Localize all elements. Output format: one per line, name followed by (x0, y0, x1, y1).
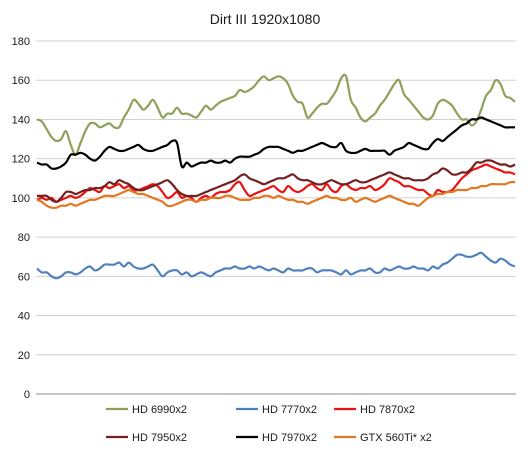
legend-label: HD 7870x2 (360, 404, 415, 416)
chart-title: Dirt III 1920x1080 (210, 11, 321, 27)
y-tick-label: 140 (12, 114, 30, 126)
series-line-5 (36, 180, 516, 210)
y-tick-label: 20 (18, 350, 30, 362)
legend-label: HD 7970x2 (262, 432, 317, 444)
series-lines (36, 73, 516, 280)
y-tick-label: 0 (24, 389, 30, 401)
y-tick-label: 180 (12, 36, 30, 48)
legend-label: HD 7950x2 (132, 432, 187, 444)
legend-label: HD 6990x2 (132, 404, 187, 416)
series-line-2 (36, 163, 516, 203)
y-tick-label: 80 (18, 232, 30, 244)
y-tick-label: 100 (12, 193, 30, 205)
y-tick-label: 60 (18, 271, 30, 283)
series-line-0 (36, 73, 516, 156)
y-tick-label: 40 (18, 311, 30, 323)
y-tick-label: 160 (12, 75, 30, 87)
legend: HD 6990x2 HD 7770x2 HD 7870x2 HD 7950x2 HD 7… (106, 404, 432, 444)
legend-label: HD 7770x2 (262, 404, 317, 416)
y-axis-tick-labels: 0 20 40 60 80 100 120 140 160 180 (12, 36, 30, 401)
series-line-4 (36, 116, 515, 170)
legend-label: GTX 560Ti* x2 (360, 432, 432, 444)
series-line-1 (36, 251, 516, 280)
y-tick-label: 120 (12, 154, 30, 166)
series-line-3 (37, 159, 516, 203)
